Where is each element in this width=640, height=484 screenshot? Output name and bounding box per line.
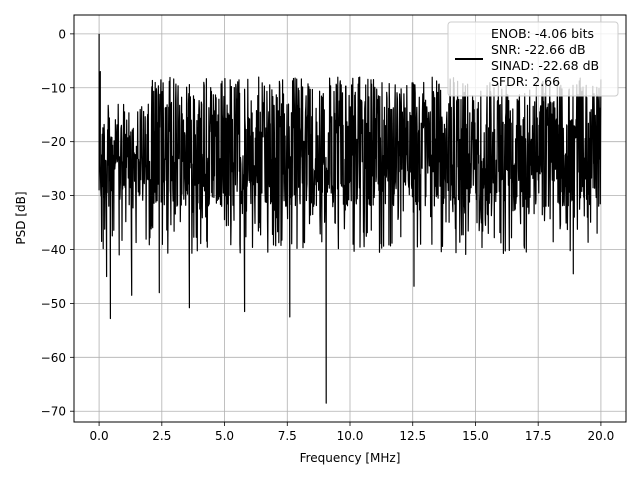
x-tick-label: 12.5 [399,429,426,443]
x-tick-label: 17.5 [525,429,552,443]
legend-text-sfdr: SFDR: 2.66 [491,74,560,89]
y-tick-label: −50 [41,297,66,311]
x-tick-label: 15.0 [462,429,489,443]
legend-text-snr: SNR: -22.66 dB [491,42,586,57]
x-tick-label: 7.5 [278,429,297,443]
x-tick-label: 0.0 [90,429,109,443]
psd-series-line [98,33,602,404]
y-tick-label: −20 [41,135,66,149]
x-axis-label: Frequency [MHz] [300,451,401,465]
y-tick-label: −30 [41,189,66,203]
y-tick-label: −10 [41,81,66,95]
x-tick-label: 20.0 [588,429,615,443]
legend-box [447,21,619,97]
legend-text-sinad: SINAD: -22.68 dB [491,58,599,73]
legend: ENOB: -4.06 bits SNR: -22.66 dB SINAD: -… [447,21,619,97]
x-tick-label: 5.0 [215,429,234,443]
legend-text-enob: ENOB: -4.06 bits [491,26,594,41]
y-axis-label: PSD [dB] [14,191,28,244]
y-tick-label: 0 [58,27,66,41]
x-tick-label: 10.0 [337,429,364,443]
y-tick-label: −60 [41,351,66,365]
x-tick-label: 2.5 [152,429,171,443]
y-tick-label: −40 [41,243,66,257]
series-layer [98,33,602,404]
tick-layer: 0.0 2.5 5.0 7.5 10.0 12.5 15.0 17.5 20.0 0 −10 −20 −… [41,27,615,443]
y-tick-label: −70 [41,405,66,419]
